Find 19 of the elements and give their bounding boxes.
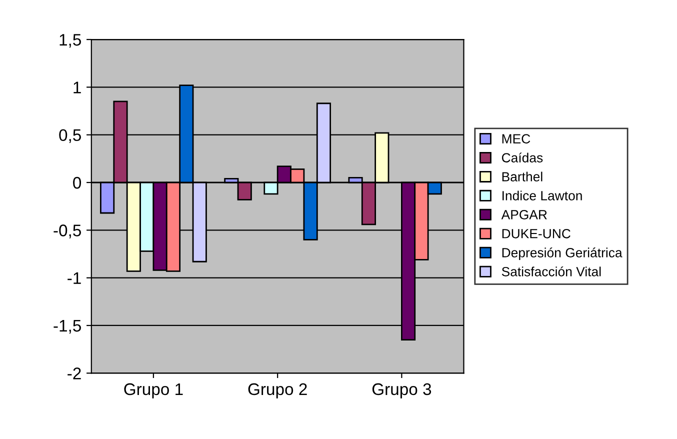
legend-label: APGAR	[501, 210, 547, 220]
y-tick-label: 1,5	[60, 34, 81, 48]
x-tick-label: Grupo 3	[372, 383, 432, 398]
legend-label: Caídas	[502, 152, 543, 162]
y-tick-label: -2	[68, 368, 81, 380]
y-tick-label: 0	[73, 176, 82, 189]
y-tick-label: -1	[68, 272, 81, 284]
legend-label: Depresión Geriátrica	[502, 248, 622, 260]
y-tick-label: 0,5	[59, 129, 81, 144]
y-tick-label: -1,5	[54, 320, 81, 334]
legend-label: Satisfacción Vital	[502, 266, 601, 276]
legend-label: Barthel	[502, 172, 542, 182]
legend-label: MEC	[502, 134, 530, 144]
legend-label: Indice Lawton	[502, 190, 582, 200]
x-tick-label: Grupo 2	[248, 383, 307, 398]
y-tick-label: 1	[74, 82, 81, 94]
legend-label: DUKE-UNC	[502, 228, 570, 238]
y-tick-label: -0,5	[54, 224, 81, 238]
x-tick-label: Grupo 1	[124, 383, 183, 398]
